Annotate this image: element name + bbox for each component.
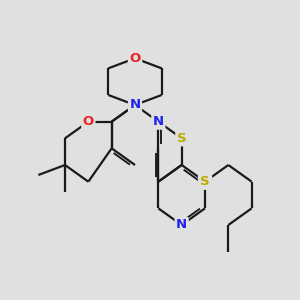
Text: N: N <box>200 175 211 188</box>
Text: O: O <box>83 115 94 128</box>
Text: S: S <box>177 132 187 145</box>
Text: N: N <box>153 115 164 128</box>
Text: S: S <box>200 175 210 188</box>
Text: N: N <box>176 218 187 232</box>
Text: O: O <box>129 52 141 65</box>
Text: N: N <box>129 98 141 112</box>
